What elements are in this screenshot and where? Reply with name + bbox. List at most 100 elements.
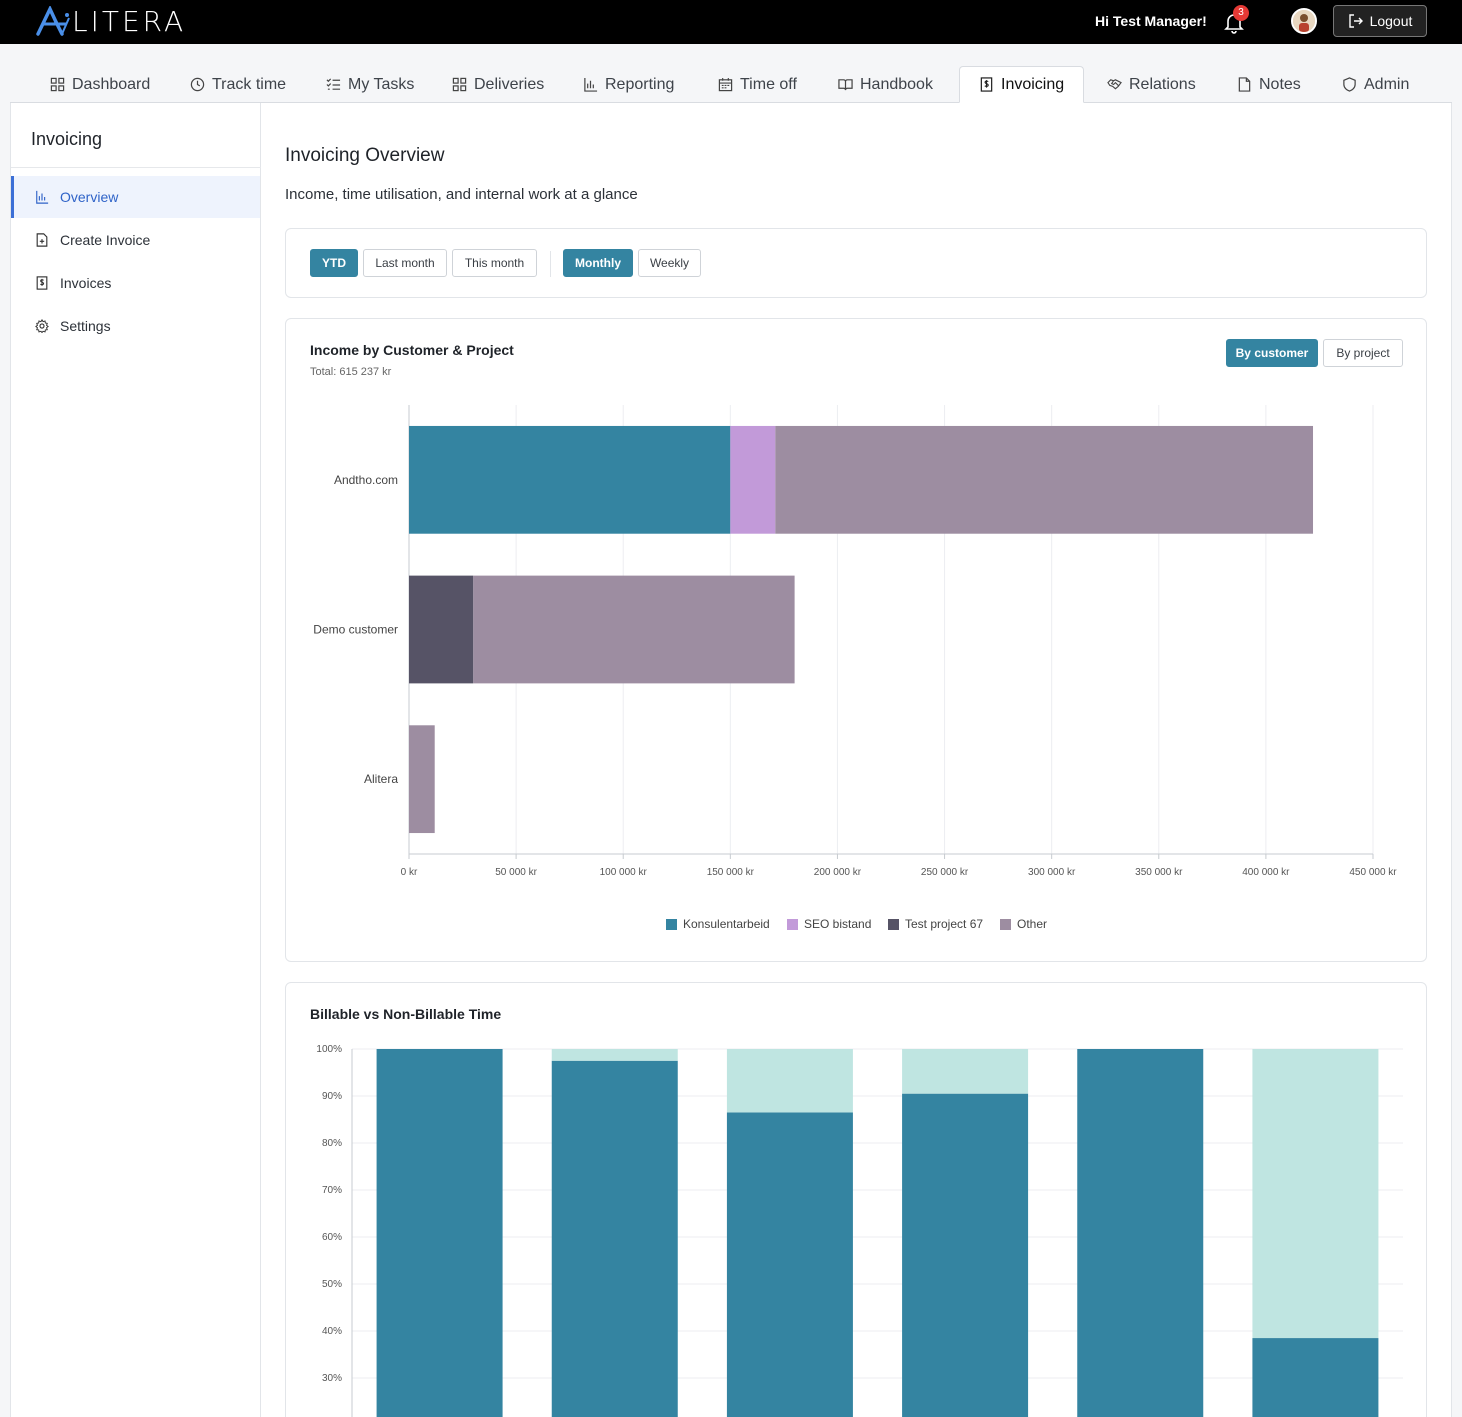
logo-mark-icon (36, 6, 70, 36)
y-tick-label: 70% (322, 1185, 342, 1196)
y-category-label: Andtho.com (334, 473, 398, 487)
period-last-month-button[interactable]: Last month (363, 249, 447, 277)
granularity-monthly-button[interactable]: Monthly (563, 249, 633, 277)
bar-segment (726, 1112, 853, 1417)
sidebar-item-settings[interactable]: Settings (11, 305, 260, 347)
bar-segment (473, 575, 795, 684)
billable-chart-title: Billable vs Non-Billable Time (310, 1006, 502, 1022)
sidebar-item-label: Invoices (60, 275, 112, 291)
legend-swatch (1000, 919, 1011, 930)
bar-chart-icon (584, 77, 598, 92)
tab-label: Dashboard (72, 75, 151, 93)
tab-handbook[interactable]: Handbook (838, 66, 933, 103)
user-greeting: Hi Test Manager! (1095, 13, 1207, 29)
billable-chart: 100% 90% 80% 70% 60% 50% 40% 30% (316, 1044, 1403, 1417)
tab-label: My Tasks (348, 75, 415, 93)
bar-segment (775, 425, 1314, 534)
sidebar-item-create-invoice[interactable]: Create Invoice (11, 219, 260, 261)
x-tick-label: 400 000 kr (1242, 867, 1290, 878)
bar-segment (726, 1049, 853, 1113)
main-content: Invoicing Overview Income, time utilisat… (285, 103, 1428, 1417)
x-tick-label: 100 000 kr (600, 867, 648, 878)
income-chart-card: Income by Customer & Project Total: 615 … (285, 318, 1427, 962)
legend-label: SEO bistand (804, 917, 871, 931)
granularity-weekly-button[interactable]: Weekly (638, 249, 701, 277)
tab-reporting[interactable]: Reporting (583, 66, 674, 103)
note-icon (1238, 77, 1251, 92)
x-tick-label: 300 000 kr (1028, 867, 1076, 878)
bar-chart-icon (36, 190, 49, 204)
income-chart: 0 kr 50 000 kr 100 000 kr 150 000 kr 200 000… (313, 405, 1397, 931)
filter-divider (550, 251, 551, 277)
tab-relations[interactable]: Relations (1107, 66, 1196, 103)
tab-invoicing[interactable]: Invoicing (959, 66, 1085, 103)
bar-segment (409, 725, 435, 834)
gear-icon (35, 319, 49, 333)
file-plus-icon (36, 233, 48, 247)
tab-notes[interactable]: Notes (1237, 66, 1301, 103)
y-tick-label: 60% (322, 1232, 342, 1243)
tab-time-off[interactable]: Time off (718, 66, 797, 103)
bar-segment (409, 425, 731, 534)
invoice-icon (36, 276, 48, 290)
tab-deliveries[interactable]: Deliveries (452, 66, 544, 103)
book-icon (838, 79, 853, 91)
sidebar-item-label: Create Invoice (60, 232, 151, 248)
logo-text: LITERA (72, 4, 187, 38)
legend-swatch (787, 919, 798, 930)
tab-label: Time off (740, 75, 797, 93)
y-category-label: Alitera (364, 772, 398, 786)
logout-button[interactable]: Logout (1333, 5, 1427, 37)
handshake-icon (1107, 79, 1122, 90)
filter-card: YTD Last month This month Monthly Weekly (285, 228, 1427, 298)
tab-label: Deliveries (474, 75, 545, 93)
sidebar-item-label: Settings (60, 318, 111, 334)
x-tick-label: 250 000 kr (921, 867, 969, 878)
bar-segment (376, 1049, 503, 1417)
tab-my-tasks[interactable]: My Tasks (326, 66, 414, 103)
sidebar-item-overview[interactable]: Overview (11, 176, 260, 218)
tab-label: Notes (1259, 75, 1301, 93)
y-tick-label: 50% (322, 1279, 342, 1290)
tab-label: Handbook (860, 75, 933, 93)
bar-segment (551, 1049, 678, 1061)
sidebar-divider (11, 167, 261, 168)
y-tick-label: 100% (316, 1044, 342, 1055)
tab-track-time[interactable]: Track time (190, 66, 286, 103)
period-this-month-button[interactable]: This month (452, 249, 537, 277)
top-bar: LITERA Hi Test Manager! 3 Logout (0, 0, 1462, 44)
avatar[interactable] (1291, 8, 1317, 34)
logout-icon (1348, 14, 1363, 28)
legend-swatch (666, 919, 677, 930)
logo[interactable]: LITERA (36, 4, 187, 38)
bar-segment (409, 575, 474, 684)
grid-icon (50, 77, 65, 92)
sidebar-title: Invoicing (31, 129, 103, 149)
main-tabs: Dashboard Track time My Tasks Deliveries… (10, 66, 1452, 103)
notification-badge: 3 (1233, 5, 1249, 21)
income-chart-title: Income by Customer & Project (310, 342, 514, 358)
bar-segment (902, 1049, 1029, 1094)
by-customer-button[interactable]: By customer (1226, 339, 1318, 367)
x-tick-label: 200 000 kr (814, 867, 862, 878)
sidebar-item-invoices[interactable]: Invoices (11, 262, 260, 304)
x-tick-label: 350 000 kr (1135, 867, 1183, 878)
avatar-image (1293, 10, 1315, 32)
tab-dashboard[interactable]: Dashboard (50, 66, 150, 103)
period-ytd-button[interactable]: YTD (310, 249, 358, 277)
x-tick-label: 450 000 kr (1349, 867, 1397, 878)
legend-label: Other (1017, 917, 1047, 931)
x-tick-label: 50 000 kr (495, 867, 537, 878)
bar-segment (1252, 1049, 1379, 1339)
y-tick-label: 40% (322, 1326, 342, 1337)
legend-swatch (888, 919, 899, 930)
logout-label: Logout (1369, 13, 1413, 29)
by-project-button[interactable]: By project (1323, 339, 1403, 367)
tab-label: Reporting (605, 75, 675, 93)
checklist-icon (326, 78, 341, 90)
y-tick-label: 80% (322, 1138, 342, 1149)
page-title: Invoicing Overview (285, 145, 445, 166)
bar-segment (902, 1093, 1029, 1417)
tab-admin[interactable]: Admin (1342, 66, 1409, 103)
y-tick-label: 90% (322, 1091, 342, 1102)
